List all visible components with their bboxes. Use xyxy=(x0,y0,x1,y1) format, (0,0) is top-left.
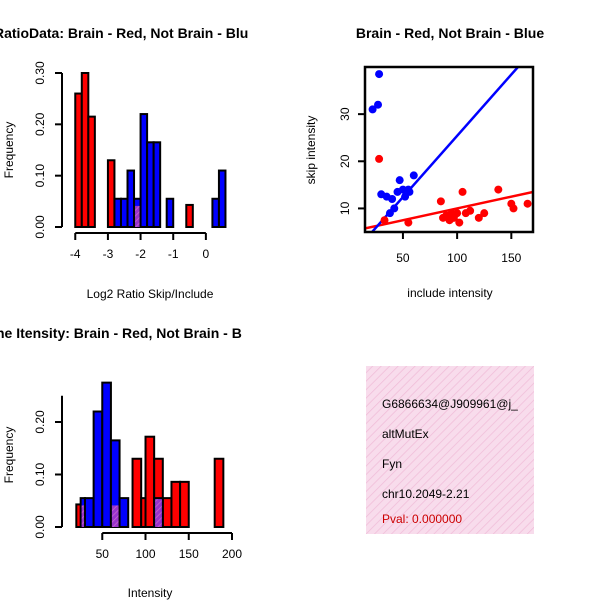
scatter-point-red-2 xyxy=(404,218,413,227)
intensity-histogram: ne Itensity: Brain - Red, Not Brain - B … xyxy=(0,325,242,600)
intensity-scatter: Brain - Red, Not Brain - Blue include in… xyxy=(304,25,544,300)
scatter-ytick-label-2: 30 xyxy=(338,107,352,121)
ratio-histogram-title: RatioData: Brain - Red, Not Brain - Blu xyxy=(0,25,248,41)
scatter-ylabel: skip intensity xyxy=(304,116,318,185)
intensity-overlap-bar-2 xyxy=(155,499,162,527)
ratio-histogram-xlabel: Log2 Ratio Skip/Include xyxy=(87,287,214,301)
intensity-xtick-label-3: 200 xyxy=(222,547,242,561)
intensity-histogram-xlabel: Intensity xyxy=(128,586,173,600)
intensity-blue-bar-3 xyxy=(101,381,112,528)
scatter-point-red-15 xyxy=(480,209,489,218)
scatter-ytick-label-1: 20 xyxy=(338,154,352,168)
intensity-red-bar-9 xyxy=(213,457,225,528)
ratio-xtick-label-3: -1 xyxy=(168,247,179,261)
intensity-red-bar-4 xyxy=(144,435,156,529)
scatter-xtick-label-1: 100 xyxy=(447,251,467,265)
scatter-fit-line-brain xyxy=(365,190,533,230)
intensity-red-bar-2 xyxy=(131,457,143,528)
info-event-id: G6866634@J909961@j_ xyxy=(382,397,518,411)
info-gene-name: Fyn xyxy=(382,457,402,471)
scatter-point-red-18 xyxy=(509,204,518,213)
scatter-xtick-label-2: 150 xyxy=(501,251,521,265)
scatter-point-red-19 xyxy=(523,199,532,208)
ratio-xtick-label-0: -4 xyxy=(70,247,81,261)
ratio-xtick-label-4: 0 xyxy=(203,247,210,261)
ratio-red-bar-2 xyxy=(87,115,96,228)
scatter-point-blue-9 xyxy=(395,176,404,185)
scatter-point-red-11 xyxy=(458,187,467,196)
scatter-point-blue-14 xyxy=(409,171,418,180)
ratio-blue-bar-6 xyxy=(152,141,162,228)
scatter-xtick-label-0: 50 xyxy=(396,251,410,265)
intensity-histogram-title: ne Itensity: Brain - Red, Not Brain - B xyxy=(0,325,242,341)
intensity-ytick-label-0: 0.00 xyxy=(33,515,47,539)
intensity-blue-bar-5 xyxy=(118,497,130,528)
ratio-ytick-label-2: 0.20 xyxy=(33,112,47,136)
intensity-histogram-ylabel: Frequency xyxy=(2,427,16,484)
scatter-point-red-10 xyxy=(455,218,464,227)
scatter-xlabel: include intensity xyxy=(407,286,492,300)
intensity-red-bar-7 xyxy=(170,480,182,529)
ratio-ytick-label-0: 0.00 xyxy=(33,215,47,239)
ratio-blue-bar-7 xyxy=(165,197,175,228)
intensity-xtick-label-2: 150 xyxy=(179,547,199,561)
intensity-overlap-bar-0 xyxy=(81,505,84,527)
intensity-red-bar-6 xyxy=(161,497,173,528)
scatter-point-red-3 xyxy=(436,197,445,206)
scatter-ytick-label-0: 10 xyxy=(338,201,352,215)
info-pvalue: Pval: 0.000000 xyxy=(382,512,462,526)
intensity-ytick-label-2: 0.20 xyxy=(33,410,47,434)
ratio-red-bar-3 xyxy=(106,159,116,228)
intensity-blue-bar-1 xyxy=(83,497,95,528)
info-location: chr10.2049-2.21 xyxy=(382,487,470,501)
intensity-red-bar-8 xyxy=(179,480,190,529)
info-panel: G6866634@J909961@j_ altMutEx Fyn chr10.2… xyxy=(366,366,534,534)
scatter-point-red-14 xyxy=(474,213,483,222)
scatter-point-blue-6 xyxy=(388,195,397,203)
scatter-point-blue-0 xyxy=(368,105,377,114)
scatter-point-blue-13 xyxy=(405,187,414,196)
scatter-point-red-13 xyxy=(466,206,475,215)
scatter-point-blue-7 xyxy=(390,204,399,213)
scatter-frame xyxy=(363,65,535,234)
ratio-red-bar-5 xyxy=(185,203,194,228)
intensity-overlap-bar-1 xyxy=(111,505,119,527)
scatter-point-red-16 xyxy=(494,185,503,194)
ratio-histogram-ylabel: Frequency xyxy=(2,122,16,179)
ratio-histogram: RatioData: Brain - Red, Not Brain - Blu … xyxy=(0,25,248,301)
scatter-point-red-9 xyxy=(453,209,462,218)
ratio-xtick-label-1: -3 xyxy=(103,247,114,261)
ratio-ytick-label-3: 0.30 xyxy=(33,61,47,85)
intensity-ytick-label-1: 0.10 xyxy=(33,462,47,486)
scatter-point-blue-2 xyxy=(375,70,384,79)
ratio-ytick-label-1: 0.10 xyxy=(33,164,47,188)
intensity-xtick-label-1: 100 xyxy=(135,547,155,561)
intensity-blue-bar-2 xyxy=(92,410,104,528)
scatter-point-red-1 xyxy=(380,216,389,225)
scatter-point-red-0 xyxy=(375,154,384,163)
ratio-blue-bar-9 xyxy=(217,169,227,229)
scatter-point-blue-1 xyxy=(374,100,383,109)
ratio-xtick-label-2: -2 xyxy=(135,247,146,261)
info-panel-background xyxy=(366,366,534,534)
scatter-title: Brain - Red, Not Brain - Blue xyxy=(356,25,544,41)
intensity-xtick-label-0: 50 xyxy=(96,547,110,561)
info-event-type: altMutEx xyxy=(382,427,429,441)
ratio-overlap-bar-0 xyxy=(135,205,140,227)
